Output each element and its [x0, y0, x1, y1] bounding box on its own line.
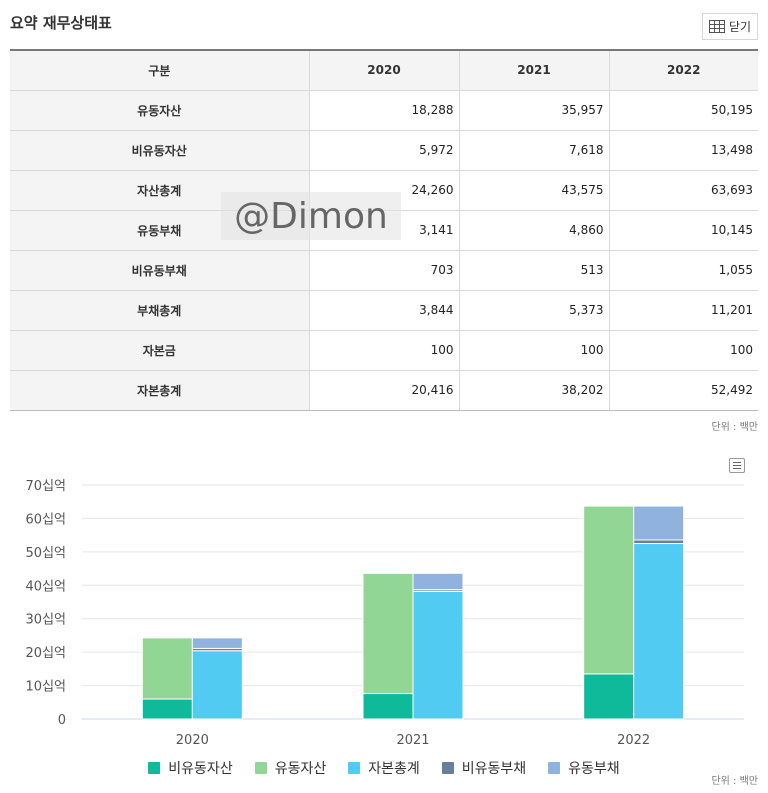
table-icon — [708, 20, 725, 33]
financial-summary-table: 구분 2020 2021 2022 유동자산 18,288 35,957 50,… — [10, 49, 758, 411]
legend-label: 유동부채 — [568, 761, 620, 777]
row-label: 부채총계 — [10, 289, 310, 331]
table-cell: 513 — [458, 249, 610, 291]
bar-segment — [141, 698, 193, 720]
legend-label: 자본총계 — [368, 761, 420, 777]
table-row: 비유동부채 703 513 1,055 — [10, 249, 758, 291]
bar-segment — [633, 505, 685, 541]
table-cell: 38,202 — [458, 369, 610, 411]
bar-segment — [412, 572, 464, 591]
table-row: 유동부채 3,141 4,860 10,145 — [10, 209, 758, 251]
table-cell: 10,145 — [608, 209, 758, 251]
y-tick-label: 50십억 — [26, 546, 66, 561]
page-title: 요약 재무상태표 — [10, 14, 112, 32]
table-cell: 7,618 — [458, 129, 610, 171]
y-tick-label: 30십억 — [26, 613, 66, 628]
table-row: 유동자산 18,288 35,957 50,195 — [10, 89, 758, 131]
y-tick-label: 10십억 — [26, 680, 66, 695]
table-row: 자본총계 20,416 38,202 52,492 — [10, 369, 758, 411]
close-button-label: 닫기 — [728, 20, 752, 34]
table-cell: 35,957 — [458, 89, 610, 131]
row-label: 자본총계 — [10, 369, 310, 411]
bar-segment — [583, 673, 635, 720]
bar-segment — [633, 543, 685, 720]
table-cell: 100 — [608, 329, 758, 371]
bar-segment — [362, 572, 414, 695]
x-tick-label: 2022 — [617, 733, 650, 748]
y-tick-label: 70십억 — [26, 479, 66, 494]
table-cell: 100 — [458, 329, 610, 371]
row-label: 자본금 — [10, 329, 310, 371]
legend-swatch — [254, 762, 267, 774]
bar-segment — [141, 637, 193, 700]
row-label: 유동자산 — [10, 89, 310, 131]
table-cell: 43,575 — [458, 169, 610, 211]
stacked-bar-chart: 0 10십억 20십억 30십억 40십억 50십억 60십억 70십억 2020 2021 202… — [26, 479, 744, 748]
bar-segment — [191, 650, 243, 720]
table-cell: 4,860 — [458, 209, 610, 251]
chart-unit-label: 단위 : 백만 — [711, 776, 758, 787]
table-cell: 20,416 — [308, 369, 460, 411]
table-cell: 18,288 — [308, 89, 460, 131]
menu-icon-line — [733, 468, 741, 469]
table-cell: 5,373 — [458, 289, 610, 331]
table-cell: 3,844 — [308, 289, 460, 331]
legend-label: 비유동부채 — [461, 761, 527, 777]
table-cell: 24,260 — [308, 169, 460, 211]
y-tick-label: 40십억 — [26, 579, 66, 594]
table-row: 비유동자산 5,972 7,618 13,498 — [10, 129, 758, 171]
y-tick-label: 60십억 — [26, 512, 66, 527]
legend-label: 유동자산 — [274, 761, 327, 777]
legend-swatch — [548, 762, 561, 774]
column-header: 2022 — [608, 49, 758, 91]
bar-segment — [362, 693, 414, 720]
chart-menu-button[interactable] — [729, 458, 745, 473]
row-label: 자산총계 — [10, 169, 310, 211]
y-tick-label: 0 — [58, 713, 66, 728]
row-label: 유동부채 — [10, 209, 310, 251]
column-header: 2020 — [308, 49, 460, 91]
table-cell: 100 — [308, 329, 460, 371]
bar-segment — [633, 539, 685, 545]
table-cell: 3,141 — [308, 209, 460, 251]
chart-legend: 비유동자산 유동자산 자본총계 비유동부채 유동부채 — [0, 758, 768, 778]
column-header: 구분 — [10, 49, 310, 91]
table-cell: 703 — [308, 249, 460, 291]
table-row: 부채총계 3,844 5,373 11,201 — [10, 289, 758, 331]
legend-item[interactable]: 유동자산 — [254, 758, 327, 778]
close-button[interactable]: 닫기 — [702, 13, 758, 40]
table-unit-label: 단위 : 백만 — [711, 422, 758, 433]
legend-swatch — [348, 762, 361, 774]
legend-label: 비유동자산 — [168, 761, 233, 777]
row-label: 비유동자산 — [10, 129, 310, 171]
table-cell: 11,201 — [608, 289, 758, 331]
table-row: 자본금 100 100 100 — [10, 329, 758, 371]
table-row: 자산총계 24,260 43,575 63,693 — [10, 169, 758, 211]
menu-icon-line — [733, 462, 741, 463]
table-cell: 50,195 — [608, 89, 758, 131]
table-cell: 13,498 — [608, 129, 758, 171]
legend-item[interactable]: 자본총계 — [348, 758, 420, 778]
table-cell: 52,492 — [608, 369, 758, 411]
x-tick-label: 2021 — [396, 733, 429, 748]
legend-item[interactable]: 비유동부채 — [441, 758, 527, 778]
table-cell: 63,693 — [608, 169, 758, 211]
legend-swatch — [441, 762, 454, 774]
bar-segment — [583, 505, 635, 675]
y-tick-label: 20십억 — [26, 646, 66, 661]
table-cell: 5,972 — [308, 129, 460, 171]
bar-segment — [191, 637, 243, 649]
row-label: 비유동부채 — [10, 249, 310, 291]
menu-icon-line — [733, 465, 741, 466]
table-header-row: 구분 2020 2021 2022 — [10, 49, 758, 91]
x-tick-label: 2020 — [176, 733, 209, 748]
legend-swatch — [148, 762, 161, 774]
legend-item[interactable]: 비유동자산 — [148, 758, 233, 778]
legend-item[interactable]: 유동부채 — [548, 758, 620, 778]
bar-segment — [412, 590, 464, 720]
table-cell: 1,055 — [608, 249, 758, 291]
column-header: 2021 — [458, 49, 610, 91]
